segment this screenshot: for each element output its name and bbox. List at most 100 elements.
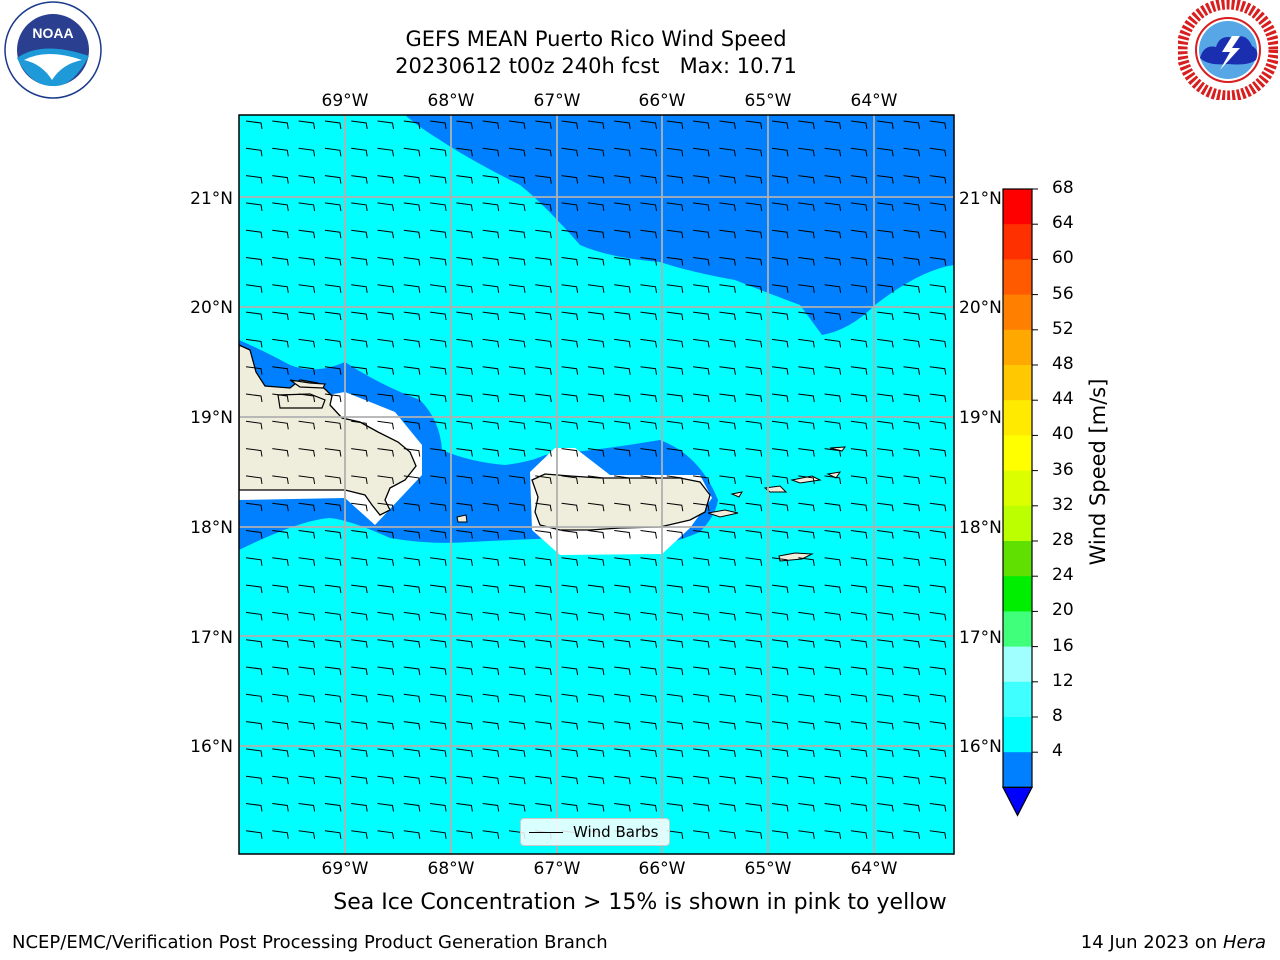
wind-barb xyxy=(640,366,657,375)
wind-barb xyxy=(430,393,447,403)
wind-barb xyxy=(771,147,789,157)
wind-barb xyxy=(719,693,736,703)
wind-barb xyxy=(929,257,947,266)
wind-barb xyxy=(771,311,789,321)
wind-barb xyxy=(272,147,289,157)
wind-barb xyxy=(324,366,342,375)
wind-barb xyxy=(719,366,736,375)
wind-barb xyxy=(535,147,552,157)
wind-barb xyxy=(666,366,684,375)
wind-barb xyxy=(377,748,394,757)
wind-barb xyxy=(798,584,815,594)
wind-barb xyxy=(693,448,710,457)
colorbar-segment xyxy=(1003,365,1032,401)
wind-barb xyxy=(403,311,421,321)
wind-barb xyxy=(771,557,789,566)
wind-barb xyxy=(482,748,500,757)
wind-barb xyxy=(245,693,263,703)
wind-barb xyxy=(272,721,289,730)
wind-barb xyxy=(508,693,526,703)
wind-barb xyxy=(324,284,342,293)
wind-barb xyxy=(903,584,920,594)
wind-barb xyxy=(745,557,763,566)
wind-barb xyxy=(640,448,657,457)
wind-barb xyxy=(587,311,605,321)
colorbar-tick-label: 20 xyxy=(1052,600,1074,621)
colorbar-segment xyxy=(1003,470,1032,507)
wind-barb xyxy=(561,448,579,457)
wind-barb xyxy=(456,803,473,812)
wind-barb xyxy=(351,257,368,266)
wind-barb xyxy=(298,830,316,839)
wind-barb xyxy=(298,502,316,512)
wind-barb xyxy=(508,803,526,812)
wind-barb xyxy=(693,202,710,211)
wind-barb xyxy=(508,366,526,375)
wind-barb xyxy=(877,557,894,566)
wind-barb xyxy=(640,502,657,512)
wind-barb xyxy=(403,120,421,130)
wind-barb xyxy=(587,666,605,676)
wind-barb xyxy=(430,202,447,211)
wind-barb xyxy=(693,257,710,266)
wind-barb xyxy=(877,338,894,348)
ocean-dark-region-north xyxy=(405,115,954,335)
wind-barb xyxy=(456,120,473,130)
wind-barb xyxy=(798,666,815,676)
colorbar-tick-label: 56 xyxy=(1052,283,1074,304)
lat-label-left: 20°N xyxy=(190,298,233,318)
wind-barb xyxy=(377,502,394,512)
land-sombrero xyxy=(829,446,847,452)
wind-barb xyxy=(587,175,605,184)
wind-barb xyxy=(903,611,920,621)
land-tortuga xyxy=(289,379,326,389)
wind-barb xyxy=(456,830,473,839)
wind-barb xyxy=(614,420,631,430)
wind-barb xyxy=(508,748,526,757)
wind-barb xyxy=(745,775,763,785)
colorbar-tick-label: 24 xyxy=(1052,565,1074,586)
land-hispaniola-north xyxy=(277,393,326,409)
wind-barb xyxy=(666,338,684,348)
wind-barb xyxy=(771,420,789,430)
wind-barb xyxy=(719,311,736,321)
wind-barb xyxy=(666,284,684,293)
wind-barb xyxy=(771,229,789,239)
wind-barb xyxy=(614,748,631,757)
wind-barb xyxy=(535,748,552,757)
wind-barb xyxy=(351,830,368,839)
wind-barb xyxy=(614,611,631,621)
wind-barb xyxy=(693,721,710,730)
wind-barb xyxy=(587,448,605,457)
wind-barb xyxy=(324,502,342,512)
lat-label-right: 16°N xyxy=(959,737,1002,757)
colorbar-segment xyxy=(1003,259,1032,296)
wind-barb xyxy=(850,502,868,512)
wind-barb xyxy=(614,284,631,293)
wind-barb xyxy=(693,420,710,430)
wind-barb xyxy=(324,639,342,648)
wind-barb xyxy=(824,366,842,375)
colorbar-frame xyxy=(1002,188,1033,789)
wind-barb xyxy=(798,257,815,266)
wind-barb xyxy=(351,393,368,403)
wind-barb xyxy=(666,448,684,457)
colorbar-tick-label: 28 xyxy=(1052,530,1074,550)
legend-barb-symbol xyxy=(529,832,563,833)
wind-barb xyxy=(298,175,316,184)
colorbar-segment xyxy=(1003,224,1032,260)
lon-label-top: 69°W xyxy=(322,91,369,111)
wind-barb xyxy=(929,120,947,130)
wind-barb xyxy=(850,611,868,621)
wind-barb xyxy=(430,530,447,539)
wind-barb xyxy=(929,311,947,321)
wind-barb xyxy=(272,120,289,130)
wind-barb xyxy=(850,366,868,375)
wind-barb xyxy=(351,420,368,430)
wind-barb xyxy=(535,257,552,266)
wind-barb xyxy=(324,120,342,130)
wind-barb xyxy=(745,366,763,375)
wind-barb xyxy=(745,338,763,348)
wind-barb xyxy=(298,775,316,785)
